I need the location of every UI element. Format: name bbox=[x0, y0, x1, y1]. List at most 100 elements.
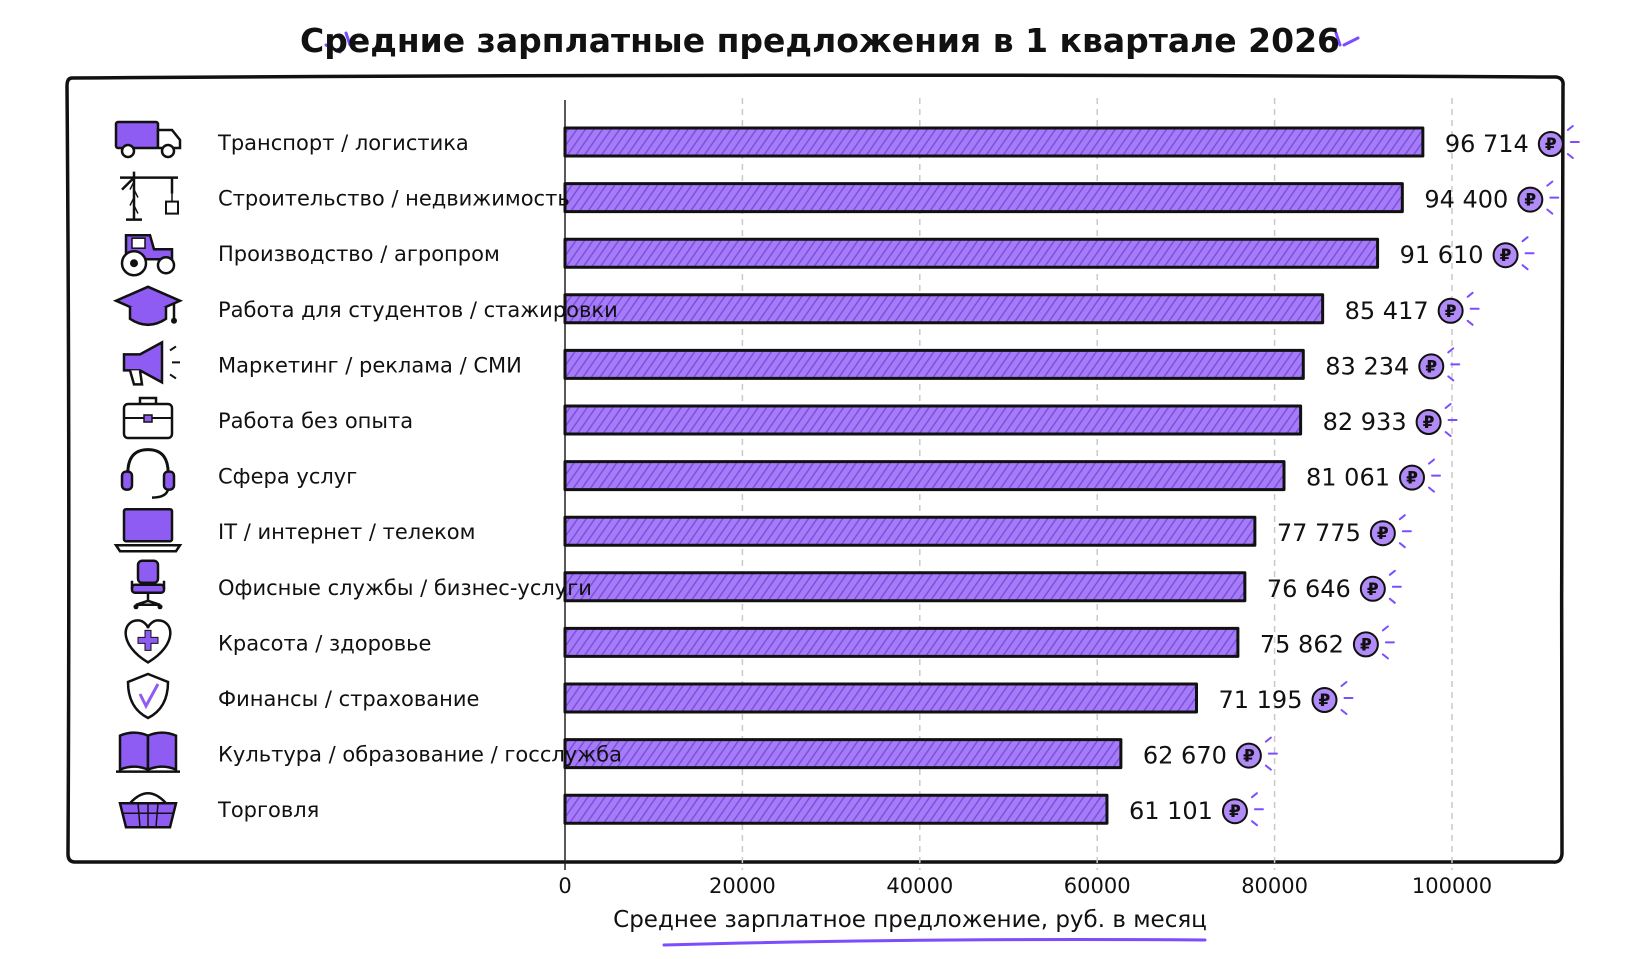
value-label: 62 670 bbox=[1143, 742, 1227, 770]
category-icons bbox=[112, 120, 184, 829]
value-label: 83 234 bbox=[1325, 352, 1409, 380]
currency-symbol: ₽ bbox=[1425, 357, 1437, 377]
briefcase-icon bbox=[122, 396, 174, 440]
category-label: IT / интернет / телеком bbox=[218, 520, 476, 544]
spark-icon bbox=[1566, 125, 1580, 159]
spark-icon bbox=[1340, 681, 1354, 715]
currency-symbol: ₽ bbox=[1500, 246, 1512, 266]
x-axis-ticks: 0 20000 40000 60000 80000 100000 bbox=[558, 874, 1492, 898]
bar-11 bbox=[563, 738, 1123, 770]
graduation-cap-icon bbox=[112, 285, 184, 327]
value-label: 61 101 bbox=[1129, 797, 1213, 825]
bar-5 bbox=[563, 404, 1303, 436]
currency-symbol: ₽ bbox=[1243, 747, 1255, 767]
ruble-coin-icon: ₽ bbox=[1221, 792, 1264, 827]
currency-symbol: ₽ bbox=[1319, 691, 1331, 711]
truck-icon bbox=[114, 120, 182, 159]
value-labels: 96 714 ₽94 400 ₽91 610 ₽85 417 ₽83 234 ₽82 93… bbox=[1129, 125, 1580, 827]
currency-symbol: ₽ bbox=[1367, 580, 1379, 600]
laptop-icon bbox=[113, 507, 183, 553]
spark-icon bbox=[1381, 625, 1395, 660]
currency-symbol: ₽ bbox=[1545, 135, 1557, 155]
currency-symbol: ₽ bbox=[1423, 413, 1435, 433]
ruble-coin-icon: ₽ bbox=[1369, 514, 1412, 549]
category-label: Торговля bbox=[217, 798, 319, 822]
bar-8 bbox=[563, 571, 1247, 603]
x-tick-label: 60000 bbox=[1064, 874, 1131, 898]
bar-3 bbox=[563, 293, 1325, 325]
category-label: Офисные службы / бизнес-услуги bbox=[218, 576, 592, 600]
value-label: 85 417 bbox=[1345, 297, 1429, 325]
shield-icon bbox=[126, 672, 170, 720]
spark-icon bbox=[1447, 347, 1461, 382]
bar-2 bbox=[563, 237, 1380, 269]
bar-7 bbox=[563, 515, 1257, 547]
currency-symbol: ₽ bbox=[1377, 524, 1389, 544]
category-label: Работа без опыта bbox=[218, 409, 413, 433]
currency-symbol: ₽ bbox=[1229, 802, 1241, 822]
value-label: 94 400 bbox=[1424, 186, 1508, 214]
spark-icon bbox=[1388, 569, 1402, 604]
category-labels: Транспорт / логистика Строительство / нед… bbox=[217, 131, 622, 822]
spark-icon bbox=[1250, 792, 1264, 827]
ruble-coin-icon: ₽ bbox=[1492, 236, 1535, 271]
spark-icon bbox=[1444, 403, 1458, 437]
value-label: 91 610 bbox=[1400, 241, 1484, 269]
category-label: Строительство / недвижимость bbox=[218, 187, 570, 211]
x-axis-label: Среднее зарплатное предложение, руб. в м… bbox=[613, 907, 1207, 933]
category-label: Транспорт / логистика bbox=[217, 131, 469, 155]
x-tick-label: 40000 bbox=[886, 874, 953, 898]
ruble-coin-icon: ₽ bbox=[1352, 625, 1395, 660]
ruble-coin-icon: ₽ bbox=[1437, 291, 1480, 326]
category-label: Маркетинг / реклама / СМИ bbox=[218, 353, 522, 377]
bar-6 bbox=[563, 460, 1286, 492]
ruble-coin-icon: ₽ bbox=[1311, 681, 1354, 715]
bar-10 bbox=[563, 682, 1198, 714]
bar-12 bbox=[563, 793, 1109, 825]
ruble-coin-icon: ₽ bbox=[1235, 736, 1278, 771]
bar-1 bbox=[563, 182, 1404, 214]
spark-icon bbox=[1546, 180, 1560, 215]
headset-icon bbox=[120, 448, 176, 499]
spark-icon bbox=[1264, 736, 1278, 771]
x-tick-label: 20000 bbox=[709, 874, 776, 898]
value-label: 71 195 bbox=[1218, 686, 1302, 714]
category-label: Культура / образование / госслужба bbox=[218, 743, 622, 767]
ruble-coin-icon: ₽ bbox=[1359, 569, 1402, 604]
ruble-coin-icon: ₽ bbox=[1517, 180, 1560, 215]
bar-0 bbox=[563, 126, 1425, 158]
spark-icon bbox=[1521, 236, 1535, 271]
value-label: 96 714 bbox=[1445, 130, 1529, 158]
crane-icon bbox=[120, 171, 179, 221]
category-label: Производство / агропром bbox=[218, 242, 500, 266]
category-label: Работа для студентов / стажировки bbox=[218, 298, 618, 322]
book-icon bbox=[116, 731, 180, 773]
value-label: 82 933 bbox=[1323, 408, 1407, 436]
bars bbox=[563, 126, 1425, 825]
ruble-coin-icon: ₽ bbox=[1398, 458, 1441, 493]
heart-icon bbox=[124, 619, 172, 664]
ruble-coin-icon: ₽ bbox=[1415, 403, 1458, 437]
currency-symbol: ₽ bbox=[1360, 635, 1372, 655]
spark-icon bbox=[1398, 514, 1412, 549]
x-tick-label: 80000 bbox=[1241, 874, 1308, 898]
x-axis-label-underline bbox=[662, 938, 1207, 947]
bar-9 bbox=[563, 626, 1240, 658]
ruble-coin-icon: ₽ bbox=[1418, 347, 1461, 382]
tractor-icon bbox=[120, 233, 176, 277]
currency-symbol: ₽ bbox=[1445, 302, 1457, 322]
chart-frame bbox=[65, 73, 1565, 866]
value-label: 75 862 bbox=[1260, 630, 1344, 658]
currency-symbol: ₽ bbox=[1524, 191, 1536, 211]
spark-icon bbox=[1466, 291, 1480, 326]
category-label: Сфера услуг bbox=[218, 465, 357, 489]
currency-symbol: ₽ bbox=[1406, 469, 1418, 489]
value-label: 77 775 bbox=[1277, 519, 1361, 547]
title-spark-right bbox=[1334, 31, 1360, 47]
category-label: Финансы / страхование bbox=[218, 687, 479, 711]
value-label: 81 061 bbox=[1306, 464, 1390, 492]
megaphone-icon bbox=[122, 340, 180, 386]
chart-title: Средние зарплатные предложения в 1 кварт… bbox=[300, 21, 1340, 60]
